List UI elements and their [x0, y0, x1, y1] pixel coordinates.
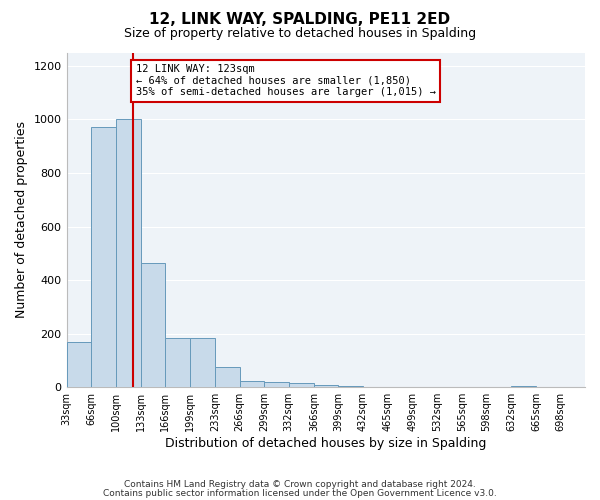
Bar	[314, 384, 338, 387]
Bar	[141, 262, 166, 387]
Bar	[91, 128, 116, 387]
Bar	[264, 382, 289, 387]
Text: Contains public sector information licensed under the Open Government Licence v3: Contains public sector information licen…	[103, 489, 497, 498]
Text: 12 LINK WAY: 123sqm
← 64% of detached houses are smaller (1,850)
35% of semi-det: 12 LINK WAY: 123sqm ← 64% of detached ho…	[136, 64, 436, 98]
Bar	[215, 367, 239, 387]
X-axis label: Distribution of detached houses by size in Spalding: Distribution of detached houses by size …	[165, 437, 487, 450]
Bar	[239, 380, 264, 387]
Bar	[67, 342, 91, 387]
Bar	[166, 338, 190, 387]
Bar	[190, 338, 215, 387]
Bar	[511, 386, 536, 387]
Y-axis label: Number of detached properties: Number of detached properties	[15, 122, 28, 318]
Text: Contains HM Land Registry data © Crown copyright and database right 2024.: Contains HM Land Registry data © Crown c…	[124, 480, 476, 489]
Text: Size of property relative to detached houses in Spalding: Size of property relative to detached ho…	[124, 28, 476, 40]
Bar	[338, 386, 363, 387]
Text: 12, LINK WAY, SPALDING, PE11 2ED: 12, LINK WAY, SPALDING, PE11 2ED	[149, 12, 451, 28]
Bar	[289, 383, 314, 387]
Bar	[116, 120, 141, 387]
